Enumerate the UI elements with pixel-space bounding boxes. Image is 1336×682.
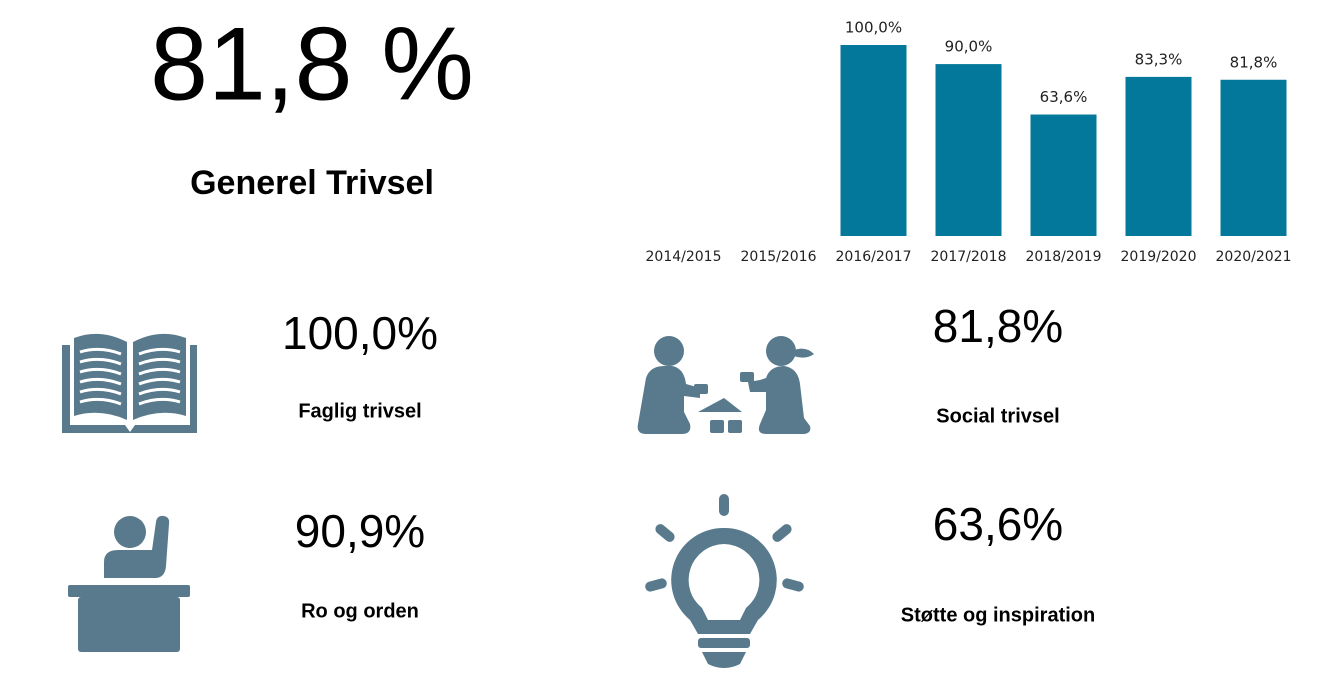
value-label: 81,8% [1230, 53, 1278, 71]
value-label: 100,0% [845, 19, 902, 37]
metric-label: Ro og orden [301, 600, 419, 622]
metric-value: 100,0% [282, 307, 438, 359]
x-tick-label: 2020/2021 [1216, 249, 1292, 265]
value-label: 90,0% [945, 38, 993, 56]
x-tick-label: 2014/2015 [646, 249, 722, 265]
x-tick-label: 2017/2018 [931, 249, 1007, 265]
kids-icon [637, 336, 814, 434]
metric-value: 90,9% [295, 505, 425, 557]
metric-value: 63,6% [933, 498, 1063, 550]
value-label: 83,3% [1135, 50, 1183, 68]
bar [840, 45, 907, 236]
x-tick-label: 2018/2019 [1026, 249, 1102, 265]
bar-chart: 2014/2015 2015/2016 2016/2017 100,0% 2017/20… [646, 19, 1292, 266]
teacher-icon [68, 515, 190, 652]
metric-label: Faglig trivsel [298, 400, 421, 422]
x-tick-label: 2016/2017 [836, 249, 912, 265]
headline-label: Generel Trivsel [190, 164, 434, 202]
headline-value: 81,8 % [150, 6, 474, 122]
bar [1220, 79, 1287, 237]
metric-value: 81,8% [933, 300, 1063, 352]
x-tick-label: 2019/2020 [1121, 249, 1197, 265]
x-tick-label: 2015/2016 [741, 249, 817, 265]
bar [1125, 76, 1192, 236]
bulb-icon [645, 494, 804, 668]
bar [935, 64, 1002, 236]
value-label: 63,6% [1040, 88, 1088, 106]
metric-label: Social trivsel [936, 405, 1059, 427]
bar [1030, 114, 1097, 236]
metric-label: Støtte og inspiration [901, 604, 1095, 626]
book-icon [62, 333, 197, 433]
